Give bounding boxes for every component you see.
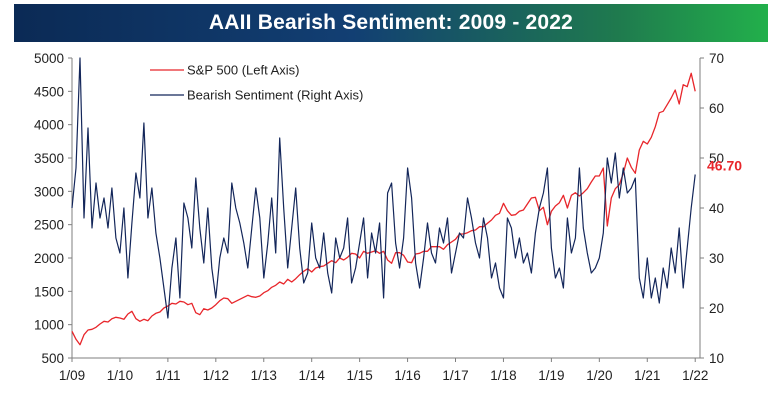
callouts: 46.70 [707,158,742,174]
x-tick-label: 1/21 [634,368,660,383]
chart-title-bar: AAII Bearish Sentiment: 2009 - 2022 [14,4,768,42]
x-tick-label: 1/18 [490,368,516,383]
x-tick-label: 1/15 [346,368,372,383]
left-tick-label: 4000 [34,118,64,133]
left-tick-label: 1000 [34,318,64,333]
right-tick-label: 20 [709,301,724,316]
axes: 5000 4500 4000 3500 3000 2500 2000 1500 1000 500 7… [34,51,724,383]
left-tick-label: 2000 [34,251,64,266]
x-tick-label: 1/22 [682,368,708,383]
right-tick-label: 30 [709,251,724,266]
left-tick-label: 2500 [34,218,64,233]
x-tick-label: 1/20 [586,368,612,383]
left-tick-label: 1500 [34,284,64,299]
x-tick-label: 1/11 [155,368,180,383]
x-tick-label: 1/17 [442,368,468,383]
legend: S&P 500 (Left Axis) Bearish Sentiment (Ri… [150,63,363,103]
left-tick-label: 4500 [34,84,64,99]
right-tick-label: 50 [709,151,724,166]
x-tick-label: 1/16 [394,368,420,383]
x-tick-label: 1/10 [107,368,133,383]
right-tick-label: 40 [709,201,724,216]
right-tick-label: 10 [709,351,724,366]
legend-label: Bearish Sentiment (Right Axis) [187,88,363,103]
left-tick-label: 5000 [34,51,64,66]
x-tick-label: 1/09 [59,368,85,383]
chart-title: AAII Bearish Sentiment: 2009 - 2022 [208,11,574,34]
x-tick-label: 1/13 [251,368,277,383]
left-tick-label: 3500 [34,151,64,166]
series-lines [71,57,696,346]
x-tick-label: 1/19 [538,368,564,383]
latest-value-callout: 46.70 [707,158,742,174]
left-tick-label: 3000 [34,184,64,199]
sp500-line [71,72,696,346]
legend-label: S&P 500 (Left Axis) [187,63,300,78]
x-tick-label: 1/14 [299,368,326,383]
x-tick-label: 1/12 [203,368,229,383]
right-tick-label: 60 [709,101,724,116]
right-tick-label: 70 [709,51,724,66]
left-tick-label: 500 [41,351,64,366]
bearish-sentiment-line [71,57,696,319]
